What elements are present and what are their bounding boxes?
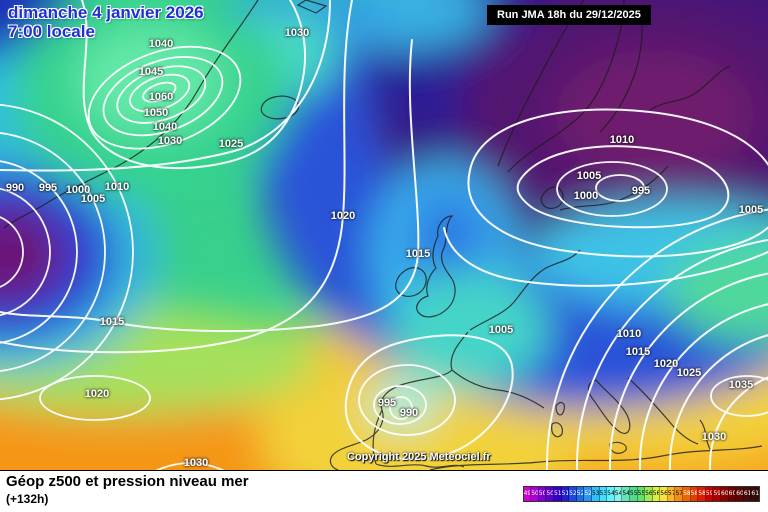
pressure-label: 1005 bbox=[80, 193, 106, 205]
pressure-label: 990 bbox=[5, 182, 25, 194]
pressure-label: 1030 bbox=[701, 431, 727, 443]
legend-scale: 4965005045085125165205245285325365405445… bbox=[522, 486, 760, 502]
coastlines-layer bbox=[3, 0, 763, 470]
copyright-label: Copyright 2025 Meteociel.fr bbox=[347, 451, 491, 463]
legend-cell: 592 bbox=[705, 487, 714, 501]
legend-cell: 560 bbox=[645, 487, 653, 501]
legend-cell: 604 bbox=[728, 487, 737, 501]
pressure-label: 1010 bbox=[609, 134, 635, 146]
legend-cell: 596 bbox=[713, 487, 722, 501]
legend-cell: 508 bbox=[546, 487, 554, 501]
legend-cell: 600 bbox=[721, 487, 729, 501]
legend-cell: 528 bbox=[584, 487, 592, 501]
pressure-label: 1005 bbox=[738, 204, 764, 216]
pressure-label: 1010 bbox=[104, 181, 130, 193]
legend-cell: 520 bbox=[569, 487, 577, 501]
pressure-label: 1000 bbox=[573, 190, 599, 202]
legend-cell: 616 bbox=[751, 487, 759, 501]
pressure-label: 1015 bbox=[405, 248, 431, 260]
footer-text: Géop z500 et pression niveau mer (+132h) bbox=[6, 473, 249, 506]
pressure-label: 1020 bbox=[330, 210, 356, 222]
legend-cell: 552 bbox=[629, 487, 638, 501]
legend-cell: 564 bbox=[652, 487, 661, 501]
legend-cell: 556 bbox=[637, 487, 646, 501]
pressure-label: 1050 bbox=[143, 107, 169, 119]
legend-cell: 612 bbox=[743, 487, 752, 501]
datetime-overlay: dimanche 4 janvier 2026 7:00 locale bbox=[8, 3, 204, 41]
legend-cell: 516 bbox=[561, 487, 570, 501]
pressure-label: 1030 bbox=[284, 27, 310, 39]
pressure-label: 1030 bbox=[157, 135, 183, 147]
legend-cell: 608 bbox=[736, 487, 744, 501]
pressure-label: 1015 bbox=[625, 346, 651, 358]
legend-cell: 576 bbox=[675, 487, 684, 501]
pressure-label: 1005 bbox=[488, 324, 514, 336]
pressure-label: 1025 bbox=[218, 138, 244, 150]
pressure-label: 1020 bbox=[84, 388, 110, 400]
date-label: dimanche 4 janvier 2026 bbox=[8, 3, 204, 22]
forecast-hour-label: (+132h) bbox=[6, 492, 49, 506]
pressure-label: 1045 bbox=[138, 66, 164, 78]
pressure-label: 1015 bbox=[99, 316, 125, 328]
pressure-label: 990 bbox=[399, 407, 419, 419]
pressure-label: 1025 bbox=[676, 367, 702, 379]
pressure-label: 995 bbox=[38, 182, 58, 194]
pressure-label: 1020 bbox=[653, 358, 679, 370]
legend-cell: 568 bbox=[660, 487, 668, 501]
legend-cell: 512 bbox=[553, 487, 562, 501]
legend-cell: 572 bbox=[667, 487, 676, 501]
legend-cell: 532 bbox=[591, 487, 600, 501]
pressure-label: 1010 bbox=[616, 328, 642, 340]
weather-field-svg bbox=[0, 0, 768, 470]
legend-cell: 588 bbox=[698, 487, 706, 501]
legend-cell: 524 bbox=[576, 487, 585, 501]
isobar-lines-layer bbox=[0, 0, 768, 470]
legend-cell: 504 bbox=[538, 487, 547, 501]
pressure-label: 995 bbox=[377, 397, 397, 409]
legend-cell: 544 bbox=[614, 487, 623, 501]
footer-bar: Géop z500 et pression niveau mer (+132h)… bbox=[0, 470, 768, 512]
time-label: 7:00 locale bbox=[8, 21, 95, 41]
run-info-box: Run JMA 18h du 29/12/2025 bbox=[487, 5, 651, 25]
legend-cell: 496 bbox=[523, 487, 532, 501]
legend-cell: 548 bbox=[622, 487, 630, 501]
pressure-label: 1000 bbox=[65, 184, 91, 196]
legend-cell: 500 bbox=[531, 487, 539, 501]
legend-cell: 584 bbox=[690, 487, 699, 501]
pressure-label: 1005 bbox=[576, 170, 602, 182]
pressure-label: 1030 bbox=[183, 457, 209, 469]
pressure-label: 995 bbox=[631, 185, 651, 197]
legend-cell: 580 bbox=[683, 487, 691, 501]
legend-cell: 536 bbox=[599, 487, 608, 501]
pressure-label: 1035 bbox=[728, 379, 754, 391]
pressure-label: 1060 bbox=[148, 91, 174, 103]
map-area: 1030 1040 1045 1060 1050 1040 1030 1025 1010 1005… bbox=[0, 0, 768, 470]
pressure-label: 1040 bbox=[152, 121, 178, 133]
pressure-label: 1040 bbox=[148, 38, 174, 50]
map-title: Géop z500 et pression niveau mer bbox=[6, 473, 249, 490]
legend-cell: 540 bbox=[607, 487, 615, 501]
